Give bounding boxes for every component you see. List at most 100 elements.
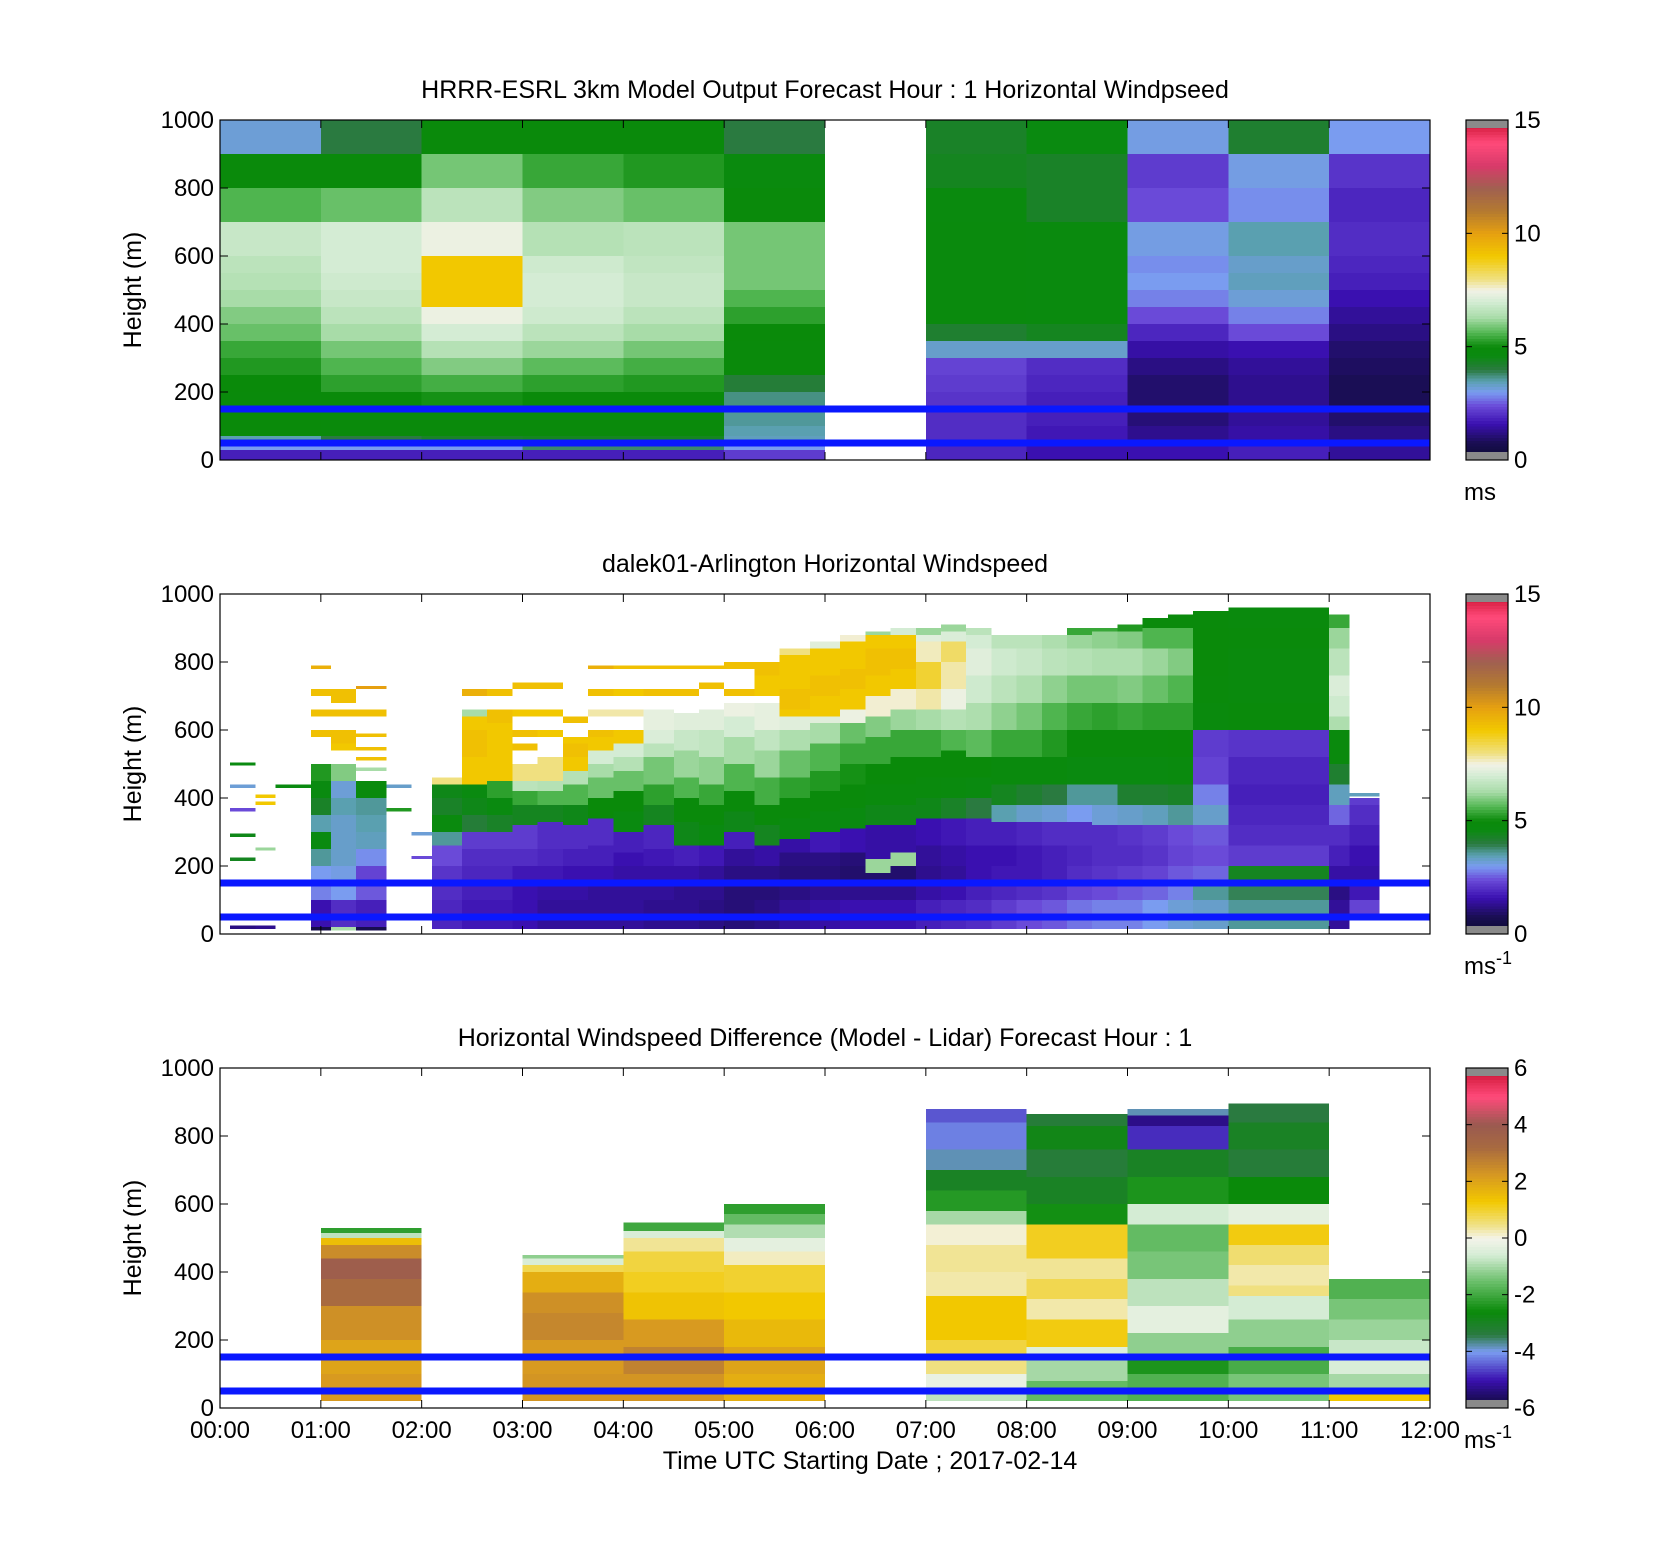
heatmap-cell xyxy=(588,883,614,900)
x-tick-label: 07:00 xyxy=(896,1417,956,1444)
heatmap-cell xyxy=(925,1295,1027,1340)
colorbar-segment xyxy=(1466,888,1508,893)
heatmap-cell xyxy=(1167,883,1194,900)
colorbar-segment xyxy=(1466,1144,1508,1148)
heatmap-cell xyxy=(1228,1295,1330,1320)
heatmap-cell xyxy=(809,675,841,696)
colorbar-segment xyxy=(1466,639,1508,643)
heatmap-cell xyxy=(487,798,513,815)
heatmap-cell xyxy=(230,808,256,812)
colorbar-segment xyxy=(1466,1155,1508,1160)
colorbar-segment xyxy=(1466,355,1508,359)
heatmap-cell xyxy=(673,689,699,696)
heatmap-cell xyxy=(562,743,589,758)
x-axis-label: Time UTC Starting Date ; 2017-02-14 xyxy=(663,1447,1078,1475)
colorbar-segment xyxy=(1466,1294,1508,1299)
colorbar-segment xyxy=(1466,806,1508,810)
heatmap-cell xyxy=(1127,375,1229,392)
heatmap-cell xyxy=(512,709,538,717)
heatmap-cell xyxy=(330,866,357,883)
heatmap-cell xyxy=(1329,1299,1430,1320)
colorbar-segment xyxy=(1466,1362,1508,1367)
colorbar-segment xyxy=(1466,812,1508,816)
heatmap-cell xyxy=(1041,845,1067,866)
heatmap-cell xyxy=(890,648,916,669)
heatmap-cell xyxy=(330,743,357,751)
heatmap-cell xyxy=(220,358,321,375)
heatmap-cell xyxy=(724,1251,825,1266)
colorbar-segment xyxy=(1466,1274,1508,1279)
heatmap-cell xyxy=(522,409,624,426)
colorbar-segment xyxy=(1466,673,1508,677)
colorbar-segment xyxy=(1466,1311,1508,1316)
heatmap-cell xyxy=(356,866,387,883)
heatmap-cell xyxy=(1041,821,1067,846)
colorbar-segment xyxy=(1466,219,1508,223)
heatmap-cell xyxy=(673,798,699,822)
colorbar-segment xyxy=(1466,1124,1508,1129)
colorbar-tick-label: 15 xyxy=(1514,581,1541,608)
heatmap-cell xyxy=(1167,804,1194,826)
heatmap-cell xyxy=(925,409,1027,426)
heatmap-cell xyxy=(537,791,563,805)
heatmap-cell xyxy=(915,845,941,866)
heatmap-cell xyxy=(673,821,699,846)
colorbar-segment xyxy=(1466,902,1508,907)
heatmap-cell xyxy=(588,750,614,764)
heatmap-cell xyxy=(1167,866,1194,883)
heatmap-cell xyxy=(698,804,725,826)
heatmap-cell xyxy=(562,883,589,900)
heatmap-cell xyxy=(487,743,513,764)
colorbar-segment xyxy=(1466,1087,1508,1092)
colorbar-segment xyxy=(1466,727,1508,731)
heatmap-cell xyxy=(724,791,755,812)
heatmap-cell xyxy=(865,675,891,696)
heatmap-cell xyxy=(421,307,523,324)
heatmap-cell xyxy=(1041,757,1067,785)
heatmap-cell xyxy=(588,798,614,819)
heatmap-cell xyxy=(320,341,422,358)
heatmap-cell xyxy=(915,689,941,710)
colorbar-segment xyxy=(1466,1354,1508,1358)
colorbar-segment xyxy=(1466,863,1508,867)
heatmap-cell xyxy=(512,883,538,900)
heatmap-cell xyxy=(623,1231,725,1238)
heatmap-cell xyxy=(522,256,624,273)
heatmap-cell xyxy=(588,730,614,737)
colorbar-segment xyxy=(1466,406,1508,410)
colorbar-segment xyxy=(1466,275,1508,280)
heatmap-cell xyxy=(487,832,513,849)
heatmap-cell xyxy=(754,730,780,751)
heatmap-cell xyxy=(1228,675,1330,703)
heatmap-cell xyxy=(588,866,614,883)
heatmap-cell xyxy=(925,1108,1027,1123)
colorbar-segment xyxy=(1466,1204,1508,1208)
heatmap-cell xyxy=(522,222,624,256)
colorbar-segment xyxy=(1466,1396,1508,1401)
heatmap-cell xyxy=(643,883,674,900)
heatmap-cell xyxy=(1167,845,1194,866)
heatmap-cell xyxy=(1142,784,1168,805)
heatmap-cell xyxy=(537,821,563,849)
heatmap-cell xyxy=(275,784,311,788)
heatmap-cell xyxy=(411,832,432,836)
colorbar-segment xyxy=(1466,647,1508,652)
heatmap-cell xyxy=(320,324,422,341)
heatmap-cell xyxy=(356,849,387,866)
heatmap-cell xyxy=(1127,358,1229,375)
heatmap-cell xyxy=(1142,804,1168,826)
heatmap-cell xyxy=(779,883,810,900)
heatmap-cell xyxy=(1127,1357,1229,1374)
heatmap-cell xyxy=(643,849,674,866)
heatmap-cell xyxy=(421,409,523,426)
heatmap-cell xyxy=(1329,358,1430,375)
heatmap-cell xyxy=(754,662,780,676)
heatmap-cell xyxy=(1016,784,1042,805)
heatmap-cell xyxy=(1127,222,1229,256)
colorbar-segment xyxy=(1466,301,1508,305)
heatmap-cell xyxy=(512,781,538,792)
y-tick-label: 400 xyxy=(174,1259,214,1286)
heatmap-cell xyxy=(613,665,644,669)
heatmap-cell xyxy=(673,777,699,798)
heatmap-cell xyxy=(1127,1278,1229,1306)
